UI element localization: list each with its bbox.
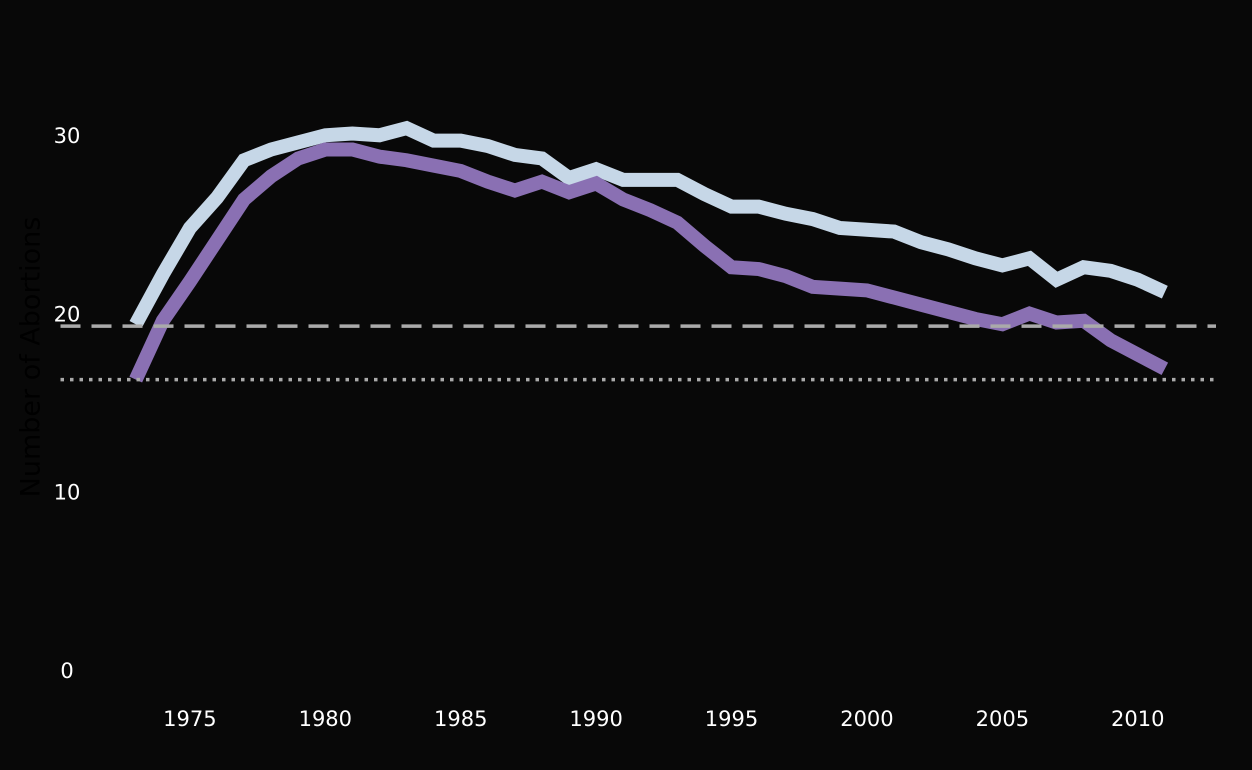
y-tick-label: 30 — [54, 124, 81, 148]
y-tick-label: 20 — [54, 302, 81, 326]
x-tick-label: 1990 — [569, 707, 622, 731]
x-tick-label: 2005 — [976, 707, 1029, 731]
x-tick-label: 1980 — [299, 707, 352, 731]
series-line — [129, 142, 1169, 383]
x-tick-label: 1995 — [705, 707, 758, 731]
y-tick-label: 10 — [54, 481, 81, 505]
x-tick-label: 1975 — [163, 707, 216, 731]
x-tick-label: 1985 — [434, 707, 487, 731]
x-tick-label: 2000 — [840, 707, 893, 731]
x-tick-label: 2010 — [1111, 707, 1164, 731]
y-tick-label: 0 — [60, 659, 73, 683]
y-axis-label: Number of Abortions — [16, 217, 47, 498]
series-line — [129, 120, 1168, 328]
